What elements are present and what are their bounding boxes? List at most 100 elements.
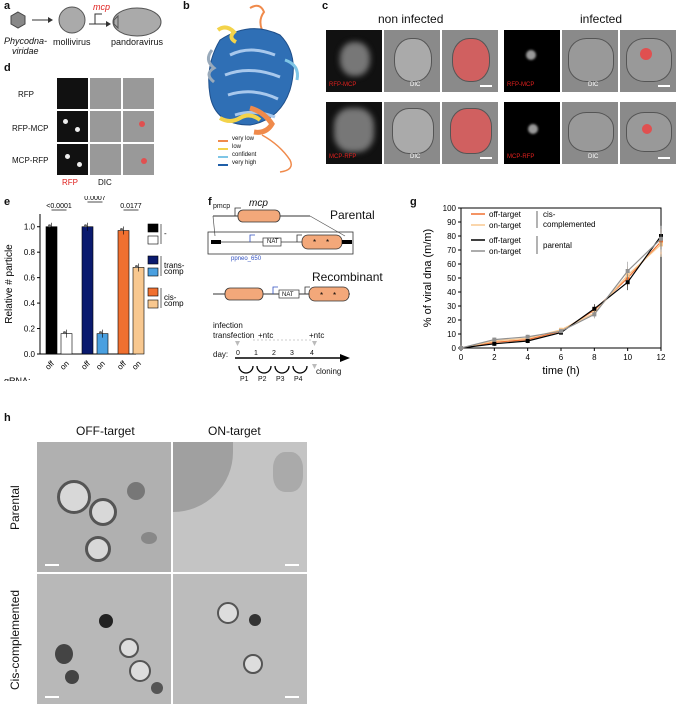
bar-legend-text-3: comp [164,267,184,276]
line-xtick-label-0: 0 [459,353,464,362]
bar-4 [117,230,130,355]
bar-legend-swatch-0 [147,223,159,233]
panel-g-label: g [410,196,417,208]
infection-label: infection [213,321,243,330]
passage-p4: P4 [294,376,303,383]
nat-label-2: NAT [282,292,294,298]
bar-chart: 0.0 0.2 0.4 0.6 0.8 1.0 Relative # particle off… [4,196,185,381]
line-ytick-label-3: 30 [447,302,456,311]
mollivirus-label: mollivirus [53,37,91,47]
line-ytick-label-9: 90 [447,218,456,227]
svg-text:*: * [313,238,316,247]
line-ytick-label-7: 70 [447,246,456,255]
bar-pval-2: 0.0177 [120,203,142,210]
c-r1-dic-inf: DIC [562,30,618,92]
legend-swatch-confident [218,156,228,158]
line-ytick-label-10: 100 [443,204,457,213]
legend-swatch-low [218,148,228,150]
bar-cat-0: off [43,359,56,372]
line-ytick-label-0: 0 [452,344,457,353]
line-ytick-label-5: 50 [447,274,456,283]
ntc-label-1: +ntc [258,331,274,340]
bar-legend-swatch-2 [147,255,159,265]
panel-a-label: a [4,0,11,12]
c-r1-fluor-inf: RFP-MCP [504,30,560,92]
panel-h-label: h [4,412,11,424]
bar-2 [81,226,94,355]
line-ytick-label-1: 10 [447,330,456,339]
c-r1-dic-noninf: DIC [384,30,440,92]
legend-very-low: very low [232,136,255,142]
bar-cat-2: off [79,359,92,372]
ntc-label-2: +ntc [309,331,325,340]
c-r2-fluor-inf: MCP-RFP [504,102,560,164]
d-r3-merge [123,144,154,175]
legend-very-high: very high [232,160,257,166]
line-xtick-label-1: 2 [492,353,497,362]
pandoravirus-ellipse [112,7,162,37]
d-r2-merge [123,111,154,142]
d-r2-dic [90,111,121,142]
viridae-label: viridae [12,46,39,56]
phycodnaviridae-hexagon [10,11,26,29]
arrow-2-head [106,21,111,27]
passage-p3: P3 [276,376,285,383]
bar-legend-swatch-4 [147,287,159,297]
day-0: 0 [236,350,240,357]
panel-f-label: f [208,196,212,208]
line-xtick-label-3: 6 [559,353,564,362]
line-xtick-label-6: 12 [657,353,666,362]
pmcp-label: pmcp [213,203,231,210]
line-legend-group-1a: cis- [543,210,556,219]
em-cis-on [173,574,307,704]
protein-structure [207,4,299,173]
bar-dot-0 [48,224,51,228]
c-r1-merge-inf [620,30,676,92]
bar-grna-label: gRNA: [4,376,31,381]
line-ytick-label-2: 20 [447,316,456,325]
day-1: 1 [254,350,258,357]
d-row-rfp: RFP [18,90,34,99]
bar-cat-5: on [130,359,143,372]
d-r3-dic [90,144,121,175]
panel-a-diagram [10,6,162,37]
svg-text:*: * [333,291,336,300]
legend-confident: confident [232,152,257,158]
bar-dot-3 [99,331,102,335]
d-r3-rfp [57,144,88,175]
em-parental-on [173,442,307,572]
bar-cat-3: on [94,359,107,372]
panel-d-label: d [4,62,11,74]
day-4: 4 [310,350,314,357]
bar-legend-swatch-1 [147,235,159,245]
ppneo-label: ppneo_650 [231,256,262,262]
line-legend-group-1b: complemented [543,220,595,229]
svg-text:*: * [326,238,329,247]
line-xtick-label-2: 4 [525,353,530,362]
line-ytick-label-6: 60 [447,260,456,269]
em-cis-off [37,574,171,704]
line-chart: 0 10 20 30 40 50 60 70 80 90 100 0 2 4 6 8 10 12 time (h)%… [422,204,666,377]
mcp-gene-label: mcp [249,198,268,209]
d-col-rfp: RFP [62,178,78,187]
line-ytick-label-4: 40 [447,288,456,297]
day-label: day: [213,350,229,359]
transfection-label: transfection [213,331,255,340]
line-legend-text-1: on-target [489,221,522,230]
bar-legend-text-2: trans- [164,261,185,270]
d-r2-rfp [57,111,88,142]
c-r2-dic-inf: DIC [562,102,618,164]
bar-ylabel: Relative # particle [4,244,15,324]
d-row-mcp-rfp: MCP-RFP [12,156,49,165]
bar-pval-0: <0.0001 [46,203,72,210]
day-3: 3 [290,350,294,357]
bar-legend-swatch-3 [147,267,159,277]
on-target-title: ON-target [208,424,261,438]
line-ylabel: % of viral dna (m/m) [422,229,434,327]
bar-legend-text-5: comp [164,299,184,308]
bar-legend-text-0: - [164,229,167,238]
passage-p2: P2 [258,376,267,383]
line-legend-text-2: off-target [489,236,522,245]
bar-ytick-label-0: 0.0 [24,350,36,359]
bar-cat-1: on [58,359,71,372]
